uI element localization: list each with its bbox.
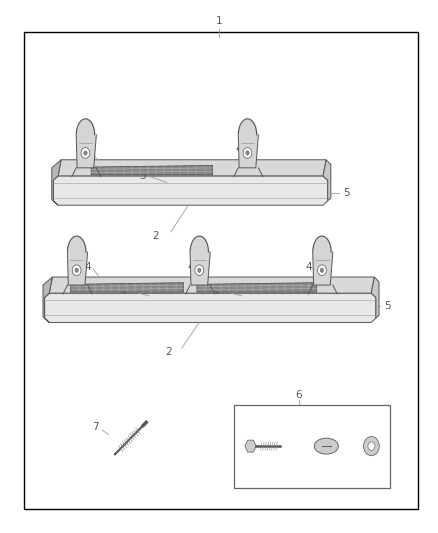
Polygon shape [238, 135, 258, 168]
Polygon shape [45, 293, 376, 322]
Circle shape [195, 265, 204, 276]
Polygon shape [58, 160, 326, 176]
Polygon shape [67, 252, 88, 285]
Ellipse shape [314, 438, 338, 454]
Polygon shape [71, 282, 184, 292]
Polygon shape [245, 440, 256, 452]
Text: 3: 3 [121, 286, 128, 295]
Polygon shape [43, 277, 53, 322]
Circle shape [320, 268, 324, 272]
Text: 3: 3 [213, 286, 220, 295]
Circle shape [368, 442, 375, 450]
Circle shape [318, 265, 326, 276]
Text: 4: 4 [187, 262, 194, 271]
Text: 1: 1 [215, 17, 223, 26]
Polygon shape [371, 277, 379, 318]
Bar [234, 405, 390, 488]
Circle shape [72, 265, 81, 276]
Text: 7: 7 [92, 423, 99, 432]
Circle shape [364, 437, 379, 456]
Circle shape [81, 148, 90, 158]
Circle shape [84, 151, 87, 155]
Circle shape [198, 268, 201, 272]
Text: 4: 4 [305, 262, 312, 271]
Bar [24, 32, 418, 509]
Polygon shape [323, 160, 331, 201]
Text: 4: 4 [235, 144, 242, 154]
Circle shape [246, 151, 249, 155]
Text: 4: 4 [84, 144, 91, 154]
Polygon shape [49, 277, 374, 293]
Text: 5: 5 [384, 302, 391, 311]
Text: 4: 4 [84, 262, 91, 271]
Text: 3: 3 [139, 171, 146, 181]
Circle shape [75, 268, 78, 272]
Polygon shape [76, 135, 96, 168]
Text: 2: 2 [152, 231, 159, 240]
Text: 5: 5 [343, 188, 350, 198]
Polygon shape [197, 282, 317, 292]
Polygon shape [53, 176, 328, 205]
Polygon shape [52, 160, 61, 205]
Text: 2: 2 [165, 347, 172, 357]
Polygon shape [190, 252, 210, 285]
Circle shape [243, 148, 252, 158]
Polygon shape [91, 165, 212, 175]
Text: 6: 6 [295, 391, 302, 400]
Polygon shape [313, 252, 333, 285]
